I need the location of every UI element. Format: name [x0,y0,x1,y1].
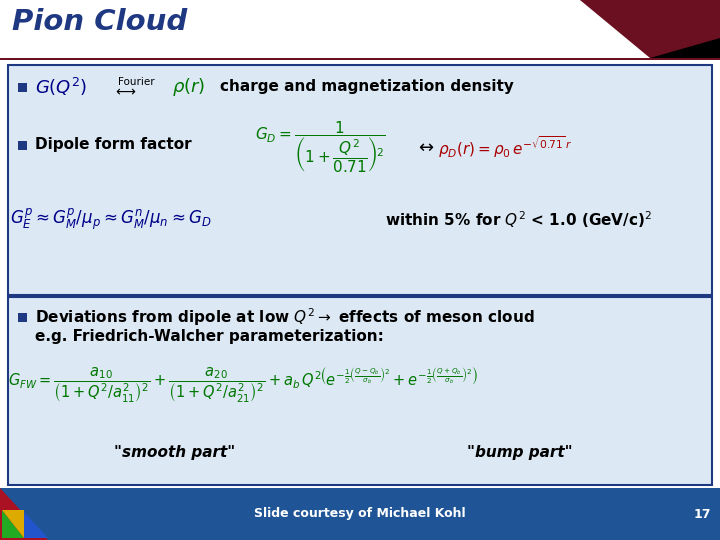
FancyBboxPatch shape [8,65,712,295]
Polygon shape [650,38,720,58]
Text: $\rho_D(r) = \rho_0\,e^{-\sqrt{0.71}\,r}$: $\rho_D(r) = \rho_0\,e^{-\sqrt{0.71}\,r}… [438,134,572,160]
Bar [18,313,27,322]
Bar [0,0,720,58]
Polygon shape [0,488,48,540]
Polygon shape [2,510,24,538]
Bar [18,83,27,92]
Text: charge and magnetization density: charge and magnetization density [220,79,514,94]
Text: e.g. Friedrich-Walcher parameterization:: e.g. Friedrich-Walcher parameterization: [35,329,384,345]
Text: within 5% for $Q^2$ < 1.0 (GeV/c)$^2$: within 5% for $Q^2$ < 1.0 (GeV/c)$^2$ [385,210,652,231]
Bar [8,295,712,297]
Text: Fourier: Fourier [118,77,155,87]
Text: $\longleftrightarrow$: $\longleftrightarrow$ [113,84,137,98]
Polygon shape [24,512,48,538]
Text: $G_{FW} = \dfrac{a_{10}}{\left(1+Q^2/a_{11}^2\right)^2} + \dfrac{a_{20}}{\left(1: $G_{FW} = \dfrac{a_{10}}{\left(1+Q^2/a_{… [8,365,479,404]
Text: $G(Q^2)$: $G(Q^2)$ [35,76,87,98]
Text: $\rho(r)$: $\rho(r)$ [172,76,205,98]
Polygon shape [580,0,720,58]
Bar [18,141,27,150]
Text: Slide courtesy of Michael Kohl: Slide courtesy of Michael Kohl [254,508,466,521]
Text: $G^p_E \approx G^p_M/\mu_p \approx G^n_M/\mu_n \approx G_D$: $G^p_E \approx G^p_M/\mu_p \approx G^n_M… [10,207,212,233]
Text: "bump part": "bump part" [467,444,573,460]
Text: 17: 17 [693,508,711,521]
Text: "smooth part": "smooth part" [114,444,235,460]
Text: Pion Cloud: Pion Cloud [12,8,187,36]
Text: Deviations from dipole at low $Q^2 \rightarrow$ effects of meson cloud: Deviations from dipole at low $Q^2 \righ… [35,306,534,328]
Polygon shape [2,510,24,538]
FancyBboxPatch shape [8,297,712,485]
Text: Dipole form factor: Dipole form factor [35,138,192,152]
Bar [0,488,720,540]
Bar [0,58,720,60]
Text: $G_D = \dfrac{1}{\left(1+\dfrac{Q^2}{0.71}\right)^{\!2}}$: $G_D = \dfrac{1}{\left(1+\dfrac{Q^2}{0.7… [255,119,386,175]
Text: $\leftrightarrow$: $\leftrightarrow$ [415,138,435,156]
